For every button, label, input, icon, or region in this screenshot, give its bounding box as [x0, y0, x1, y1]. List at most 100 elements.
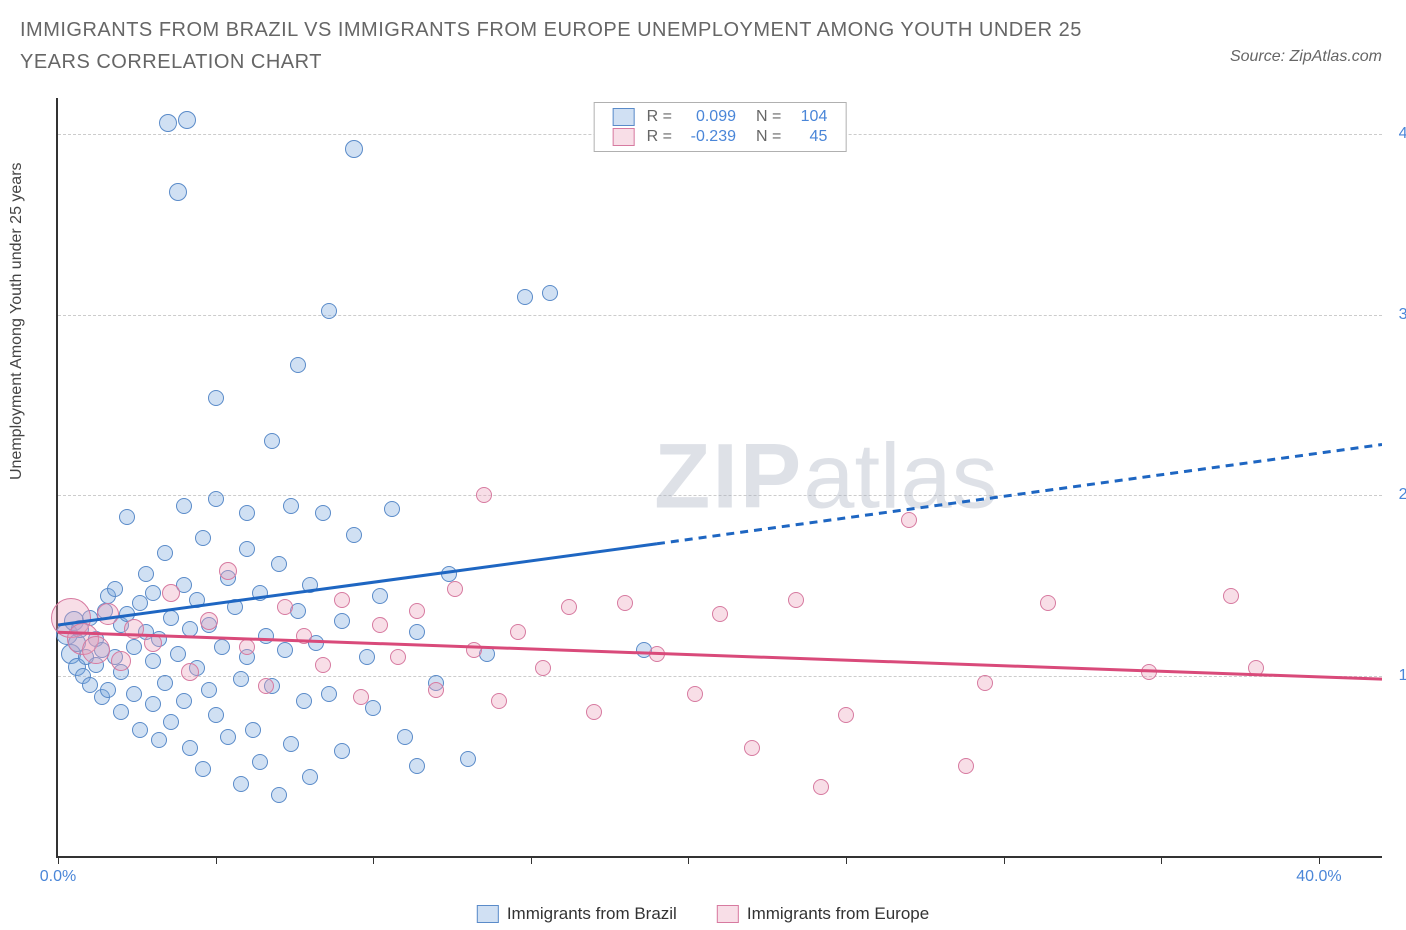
n-label-brazil: N = [742, 107, 787, 127]
gridline [58, 495, 1382, 496]
data-point-brazil [365, 700, 381, 716]
data-point-europe [1141, 664, 1157, 680]
data-point-brazil [302, 577, 318, 593]
y-tick-label: 40.0% [1388, 125, 1406, 143]
data-point-europe [162, 584, 180, 602]
watermark: ZIPatlas [654, 425, 997, 530]
data-point-europe [1223, 588, 1239, 604]
data-point-europe [617, 595, 633, 611]
data-point-brazil [178, 111, 196, 129]
data-point-brazil [182, 621, 198, 637]
data-point-brazil [145, 585, 161, 601]
y-tick-label: 30.0% [1388, 306, 1406, 324]
data-point-brazil [157, 545, 173, 561]
data-point-brazil [359, 649, 375, 665]
data-point-europe [561, 599, 577, 615]
data-point-europe [901, 512, 917, 528]
data-point-brazil [233, 776, 249, 792]
data-point-brazil [315, 505, 331, 521]
data-point-brazil [159, 114, 177, 132]
data-point-europe [111, 651, 131, 671]
data-point-brazil [195, 761, 211, 777]
data-point-brazil [271, 787, 287, 803]
x-tick [1319, 856, 1320, 864]
data-point-europe [390, 649, 406, 665]
data-point-brazil [409, 624, 425, 640]
data-point-europe [788, 592, 804, 608]
y-tick-label: 20.0% [1388, 486, 1406, 504]
data-point-brazil [157, 675, 173, 691]
data-point-brazil [82, 677, 98, 693]
data-point-brazil [271, 556, 287, 572]
data-point-brazil [542, 285, 558, 301]
data-point-brazil [132, 722, 148, 738]
data-point-brazil [145, 696, 161, 712]
data-point-brazil [252, 585, 268, 601]
data-point-brazil [334, 613, 350, 629]
legend-item-europe: Immigrants from Europe [717, 904, 929, 924]
x-tick-label: 40.0% [1296, 868, 1341, 886]
data-point-brazil [208, 491, 224, 507]
x-tick [688, 856, 689, 864]
data-point-brazil [372, 588, 388, 604]
data-point-brazil [214, 639, 230, 655]
watermark-atlas: atlas [803, 426, 997, 528]
y-axis-label: Unemployment Among Youth under 25 years [8, 162, 26, 480]
swatch-europe-icon [717, 905, 739, 923]
data-point-europe [239, 639, 255, 655]
watermark-zip: ZIP [654, 426, 803, 528]
data-point-europe [428, 682, 444, 698]
r-value-europe: -0.239 [678, 127, 742, 147]
gridline [58, 676, 1382, 677]
data-point-brazil [345, 140, 363, 158]
data-point-brazil [126, 639, 142, 655]
r-value-brazil: 0.099 [678, 107, 742, 127]
data-point-europe [353, 689, 369, 705]
data-point-brazil [100, 682, 116, 698]
stats-row-europe: R = -0.239 N = 45 [607, 127, 834, 147]
n-label-europe: N = [742, 127, 787, 147]
data-point-europe [712, 606, 728, 622]
data-point-brazil [170, 646, 186, 662]
data-point-brazil [227, 599, 243, 615]
data-point-brazil [321, 686, 337, 702]
data-point-brazil [239, 505, 255, 521]
swatch-europe [613, 128, 635, 146]
data-point-brazil [252, 754, 268, 770]
data-point-europe [466, 642, 482, 658]
chart-title: IMMIGRANTS FROM BRAZIL VS IMMIGRANTS FRO… [20, 14, 1120, 78]
data-point-europe [144, 634, 162, 652]
data-point-brazil [258, 628, 274, 644]
data-point-brazil [296, 693, 312, 709]
data-point-europe [334, 592, 350, 608]
data-point-europe [958, 758, 974, 774]
data-point-brazil [169, 183, 187, 201]
data-point-europe [687, 686, 703, 702]
data-point-europe [315, 657, 331, 673]
data-point-brazil [126, 686, 142, 702]
data-point-brazil [208, 707, 224, 723]
data-point-brazil [397, 729, 413, 745]
data-point-brazil [517, 289, 533, 305]
data-point-europe [258, 678, 274, 694]
data-point-brazil [460, 751, 476, 767]
data-point-europe [219, 562, 237, 580]
series-legend: Immigrants from Brazil Immigrants from E… [477, 904, 929, 924]
trend-lines-layer [58, 98, 1382, 856]
swatch-brazil-icon [477, 905, 499, 923]
data-point-brazil [195, 530, 211, 546]
data-point-europe [1040, 595, 1056, 611]
data-point-europe [838, 707, 854, 723]
data-point-brazil [264, 433, 280, 449]
x-tick [1004, 856, 1005, 864]
data-point-brazil [176, 693, 192, 709]
n-value-europe: 45 [787, 127, 833, 147]
data-point-europe [124, 619, 144, 639]
data-point-brazil [283, 736, 299, 752]
r-label-europe: R = [641, 127, 678, 147]
data-point-brazil [239, 541, 255, 557]
stats-row-brazil: R = 0.099 N = 104 [607, 107, 834, 127]
data-point-europe [744, 740, 760, 756]
data-point-brazil [119, 509, 135, 525]
data-point-brazil [113, 704, 129, 720]
